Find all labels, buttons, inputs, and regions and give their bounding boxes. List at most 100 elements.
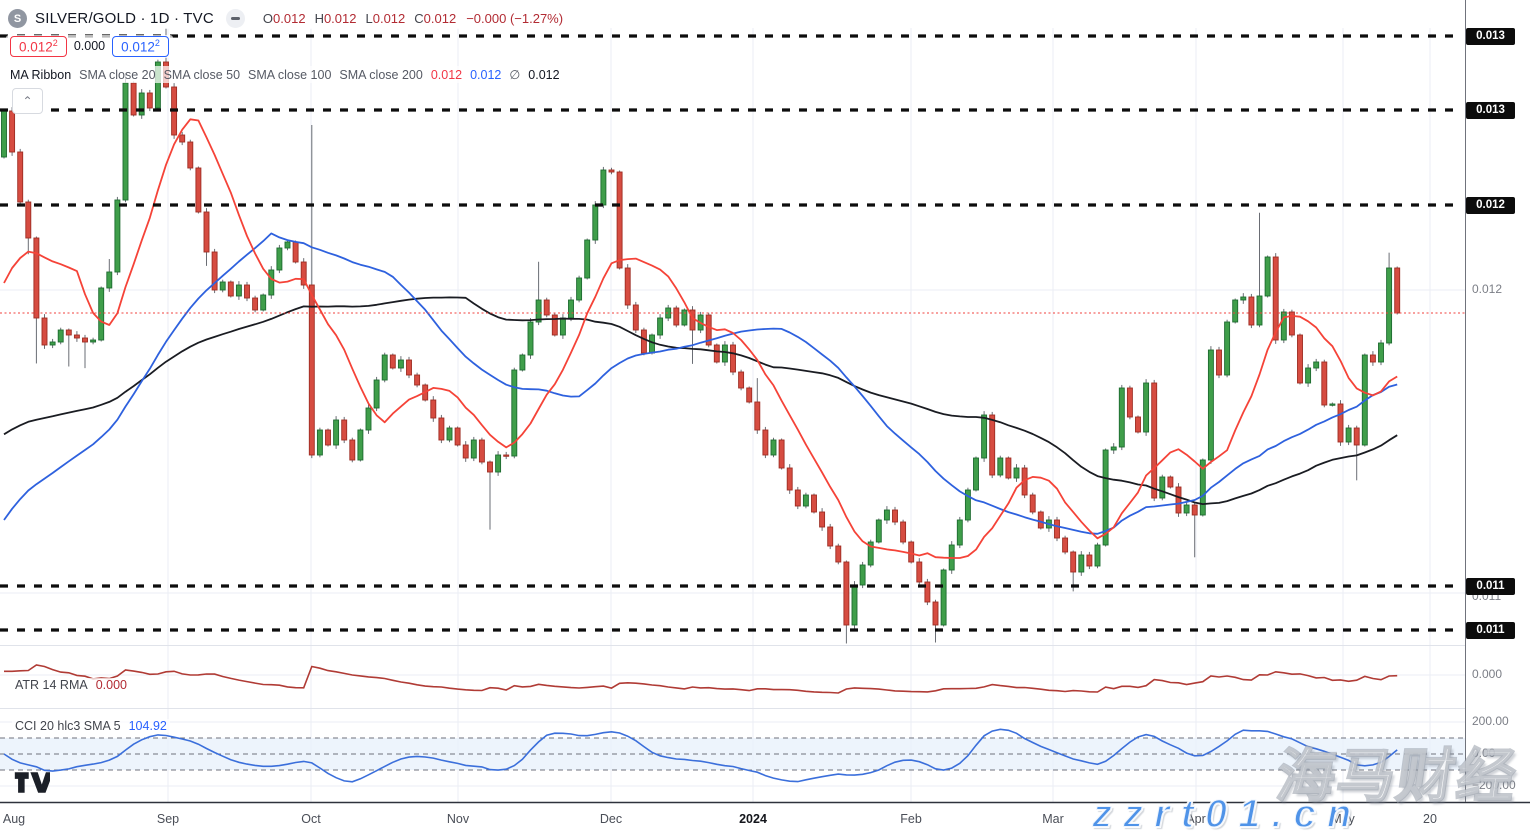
candle-down [1248,296,1255,326]
candle-down [543,299,550,316]
candle-up [519,354,526,371]
candle-down [187,141,194,169]
candle-up [98,287,105,341]
candle-down [1394,267,1401,314]
candle-down [438,417,445,441]
time-axis-label[interactable]: Feb [900,812,922,826]
candle-down [1005,457,1012,479]
time-axis-label[interactable]: May [1331,812,1355,826]
candle-up [1305,367,1312,384]
candle-up [1183,504,1190,514]
candle-up [883,509,890,521]
price-scale-tick[interactable]: 0.00 [1472,746,1496,760]
time-axis-label[interactable]: Apr [1186,812,1206,826]
candle-up [106,271,113,289]
time-axis-label[interactable]: Nov [446,812,470,826]
candle-down [1272,256,1279,341]
candle-down [835,545,842,563]
candle-up [357,429,364,461]
candle-down [430,399,437,419]
candle-down [414,374,421,386]
candle-up [997,457,1004,476]
time-axis-label[interactable]: Oct [301,812,321,826]
hide-indicator-icon[interactable] [225,9,245,28]
candle-up [373,379,380,409]
candle-up [973,457,979,491]
collapse-legend-button[interactable]: ⌃ [12,88,43,114]
sma-20-line [3,118,1398,559]
candle-up [721,344,728,363]
candle-up [649,334,655,354]
candle-down [819,511,826,528]
candle-up [397,359,404,369]
candle-down [1369,354,1376,363]
candle-up [981,414,988,459]
candle-down [1126,387,1133,418]
candle-up [681,309,688,326]
candle-up [1256,295,1263,326]
candle-down [1353,427,1360,446]
candle-down [916,561,923,583]
candle-up [851,584,858,626]
time-axis-label[interactable]: 2024 [739,812,767,826]
atr-label: ATR 14 RMA [15,678,88,692]
price-scale-tick[interactable]: 0.012 [1472,282,1503,296]
main-pane[interactable] [1,11,1401,644]
time-axis-label[interactable]: Sep [156,812,180,826]
price-scale-tick[interactable]: 0.000 [1472,667,1503,681]
level-price-label: 0.011 [1466,621,1515,639]
candle-up [802,494,809,507]
candle-up [964,489,971,521]
cci-legend[interactable]: CCI 20 hlc3 SMA 5 104.92 [12,719,170,733]
candle-up [114,199,121,273]
time-axis-label[interactable]: 20 [1423,812,1437,826]
ma-param-200: SMA close 200 [339,67,423,82]
candle-down [1151,382,1158,499]
atr-legend[interactable]: ATR 14 RMA 0.000 [12,678,130,692]
zero-value-label: 0.000 [73,39,106,54]
candle-down [1029,494,1036,513]
time-axis-label[interactable]: Aug [2,812,26,826]
candle-down [73,334,80,339]
ma-ribbon-legend[interactable]: MA Ribbon SMA close 20 SMA close 50 SMA … [6,66,564,83]
candle-up [1224,321,1231,376]
candle-up [584,239,591,279]
candle-up [527,321,534,356]
candle-down [738,371,745,389]
sma-200-line [3,296,1398,505]
candle-down [406,359,412,376]
symbol-title[interactable]: SILVER/GOLD · 1D · TVC [35,10,214,27]
price-scale-tick[interactable]: 200.00 [1472,714,1509,728]
candle-up [57,329,64,343]
candle-down [1037,511,1044,529]
candle-down [900,521,907,543]
candle-down [551,314,558,336]
candle-up [1118,387,1125,448]
candle-down [762,429,769,456]
candle-down [843,561,850,626]
time-axis-label[interactable]: Dec [599,812,623,826]
candle-up [495,454,502,473]
ma-param-50: SMA close 50 [163,67,241,82]
candle-up [1078,554,1085,573]
candle-up [1378,342,1384,363]
candle-up [576,277,583,301]
candle-down [478,439,485,463]
candle-down [754,401,761,431]
candle-up [1264,256,1271,297]
price-scale-tick[interactable]: −200.00 [1472,778,1516,792]
candle-up [268,269,275,296]
time-axis-label[interactable]: Mar [1042,812,1064,826]
candle-down [989,414,996,476]
candle-up [235,284,242,297]
candle-down [179,134,186,143]
ma-param-20: SMA close 20 [79,67,156,82]
candle-up [219,281,226,291]
change-value: −0.000 (−1.27%) [466,11,564,26]
candle-down [82,337,88,343]
symbol-header[interactable]: S SILVER/GOLD · 1D · TVC O0.012 H0.012 L… [4,8,568,29]
candle-down [325,429,331,446]
candle-down [794,489,801,507]
